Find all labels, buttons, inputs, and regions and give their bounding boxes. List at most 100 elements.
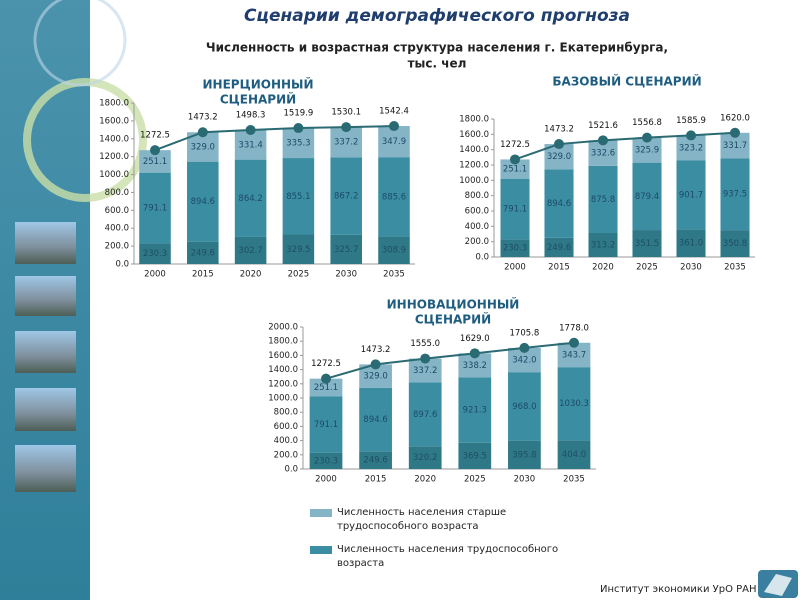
x-tick-label: 2025 bbox=[288, 270, 310, 280]
total-label: 1629.0 bbox=[460, 334, 490, 344]
subtitle: тыс. чел bbox=[408, 57, 467, 71]
x-tick-label: 2000 bbox=[315, 475, 337, 485]
y-tick-label: 800.0 bbox=[465, 191, 489, 201]
data-label: 404.0 bbox=[562, 450, 586, 460]
data-label: 329.0 bbox=[363, 372, 387, 382]
bar-segment bbox=[508, 440, 541, 469]
bar-segment bbox=[500, 239, 530, 257]
data-label: 249.6 bbox=[547, 243, 571, 253]
data-label: 320.2 bbox=[413, 453, 437, 463]
bar-segment bbox=[720, 158, 750, 231]
footer: Институт экономики УрО РАН bbox=[600, 584, 757, 595]
y-tick-label: 1000.0 bbox=[268, 394, 298, 404]
bar-segment bbox=[500, 159, 530, 179]
y-tick-label: 1200.0 bbox=[99, 152, 129, 162]
bar-segment bbox=[508, 372, 541, 441]
total-line bbox=[325, 341, 575, 380]
bar-segment bbox=[282, 234, 315, 264]
total-point bbox=[420, 353, 431, 364]
bar-segment bbox=[378, 126, 410, 158]
total-label: 1705.8 bbox=[510, 328, 540, 338]
bar-segment bbox=[139, 150, 171, 173]
data-label: 791.1 bbox=[143, 204, 167, 214]
x-tick-label: 2025 bbox=[636, 263, 658, 273]
x-tick-label: 2015 bbox=[365, 475, 387, 485]
bar-segment bbox=[632, 162, 662, 231]
data-label: 885.6 bbox=[382, 192, 406, 202]
data-label: 338.2 bbox=[463, 361, 487, 371]
data-label: 937.5 bbox=[723, 190, 747, 200]
total-point bbox=[519, 342, 530, 353]
total-label: 1585.9 bbox=[676, 116, 706, 126]
slide-title: Сценарии демографического прогноза bbox=[244, 6, 630, 26]
data-label: 879.4 bbox=[635, 192, 659, 202]
data-label: 343.7 bbox=[562, 350, 586, 360]
bar-segment bbox=[359, 364, 392, 388]
bar-segment bbox=[187, 161, 219, 242]
y-tick-label: 1000.0 bbox=[459, 176, 489, 186]
bar-segment bbox=[632, 230, 662, 257]
data-label: 313.2 bbox=[591, 240, 615, 250]
total-point bbox=[321, 373, 331, 384]
total-point bbox=[554, 139, 564, 150]
legend-swatch bbox=[310, 546, 332, 554]
bar-segment bbox=[330, 127, 362, 158]
data-label: 308.9 bbox=[382, 246, 406, 256]
y-tick-label: 1600.0 bbox=[99, 116, 129, 126]
data-label: 1030.3 bbox=[559, 399, 589, 409]
bar-segment bbox=[187, 241, 219, 264]
data-label: 351.5 bbox=[635, 239, 659, 249]
total-label: 1555.0 bbox=[410, 339, 440, 349]
subtitle: Численность и возрастная структура насел… bbox=[206, 41, 668, 55]
data-label: 894.6 bbox=[363, 415, 387, 425]
photo bbox=[15, 445, 76, 492]
data-label: 331.4 bbox=[238, 140, 262, 150]
bar-segment bbox=[588, 232, 618, 257]
photo bbox=[15, 388, 76, 431]
data-label: 323.2 bbox=[679, 143, 703, 153]
total-point bbox=[598, 135, 608, 146]
total-point bbox=[569, 337, 579, 348]
bar-segment bbox=[330, 234, 362, 264]
data-label: 897.6 bbox=[413, 410, 437, 420]
data-label: 337.2 bbox=[413, 366, 437, 376]
x-tick-label: 2015 bbox=[192, 270, 214, 280]
data-label: 335.3 bbox=[286, 139, 310, 149]
bar-segment bbox=[544, 237, 574, 257]
data-label: 369.5 bbox=[463, 451, 487, 461]
x-tick-label: 2030 bbox=[335, 270, 357, 280]
data-label: 251.1 bbox=[143, 157, 167, 167]
data-label: 230.3 bbox=[503, 244, 527, 254]
data-label: 361.0 bbox=[679, 239, 703, 249]
bar-segment bbox=[500, 178, 530, 240]
total-point bbox=[510, 154, 520, 165]
data-label: 968.0 bbox=[512, 402, 536, 412]
y-tick-label: 200.0 bbox=[105, 242, 129, 252]
total-point bbox=[293, 123, 304, 134]
total-label: 1272.5 bbox=[140, 131, 170, 141]
y-tick-label: 1000.0 bbox=[99, 170, 129, 180]
data-label: 395.8 bbox=[512, 450, 536, 460]
legend-label: Численность населения старше трудоспособ… bbox=[337, 507, 507, 532]
total-label: 1620.0 bbox=[720, 113, 750, 123]
data-label: 329.0 bbox=[191, 142, 215, 152]
data-label: 337.2 bbox=[334, 138, 358, 148]
data-label: 347.9 bbox=[382, 137, 406, 147]
bar-segment bbox=[234, 159, 267, 237]
data-label: 875.8 bbox=[591, 195, 615, 205]
total-label: 1556.8 bbox=[632, 118, 662, 128]
x-tick-label: 2000 bbox=[504, 263, 526, 273]
bar-segment bbox=[378, 157, 410, 237]
data-label: 325.9 bbox=[635, 146, 659, 156]
total-line bbox=[514, 131, 736, 161]
total-label: 1272.5 bbox=[311, 359, 341, 369]
chart-title: БАЗОВЫЙ СЦЕНАРИЙ bbox=[552, 74, 701, 89]
bar-segment bbox=[378, 236, 410, 264]
total-point bbox=[686, 130, 696, 141]
data-label: 249.6 bbox=[363, 456, 387, 466]
y-tick-label: 800.0 bbox=[105, 188, 129, 198]
total-label: 1530.1 bbox=[331, 108, 361, 118]
y-tick-label: 0.0 bbox=[115, 260, 129, 270]
data-label: 230.3 bbox=[314, 456, 338, 466]
